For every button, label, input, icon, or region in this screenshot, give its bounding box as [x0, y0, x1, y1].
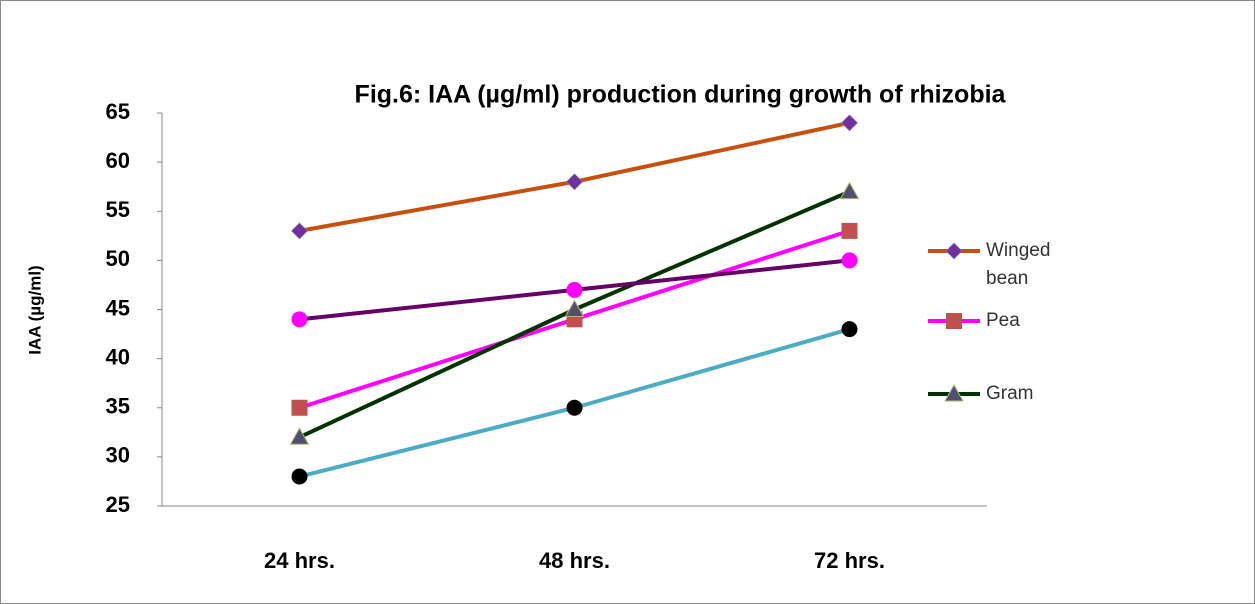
- legend-marker: [944, 383, 964, 402]
- data-point: [291, 311, 308, 328]
- data-point: [566, 399, 583, 416]
- legend-label: Pea: [986, 310, 1020, 331]
- x-tick-label: 24 hrs.: [264, 548, 335, 573]
- chart-title: Fig.6: IAA (µg/ml) production during gro…: [355, 81, 1007, 109]
- legend-label: Gram: [986, 383, 1034, 404]
- legend-marker: [946, 313, 962, 329]
- y-tick-label: 45: [106, 295, 130, 320]
- data-point: [566, 281, 583, 298]
- legend-label: Winged bean: [986, 240, 1051, 289]
- data-point: [566, 173, 583, 191]
- data-point: [564, 299, 585, 317]
- data-point: [291, 399, 308, 416]
- y-axis-title: IAA (µg/ml): [25, 265, 44, 354]
- x-tick-label: 72 hrs.: [814, 548, 885, 573]
- data-point: [291, 468, 308, 485]
- data-point: [291, 222, 308, 240]
- y-tick-label: 25: [106, 492, 130, 517]
- y-tick-label: 50: [106, 246, 130, 271]
- data-point: [841, 114, 858, 132]
- data-point: [841, 252, 858, 269]
- data-point: [841, 321, 858, 338]
- legend-marker: [945, 242, 963, 260]
- x-tick-label: 48 hrs.: [539, 548, 610, 573]
- y-tick-label: 60: [106, 148, 130, 173]
- y-tick-label: 30: [106, 443, 130, 468]
- y-tick-label: 65: [106, 99, 130, 124]
- y-tick-label: 35: [106, 394, 130, 419]
- y-tick-label: 55: [106, 197, 130, 222]
- data-point: [841, 222, 858, 239]
- data-point: [289, 427, 310, 445]
- y-tick-label: 40: [106, 344, 130, 369]
- data-point: [839, 181, 860, 200]
